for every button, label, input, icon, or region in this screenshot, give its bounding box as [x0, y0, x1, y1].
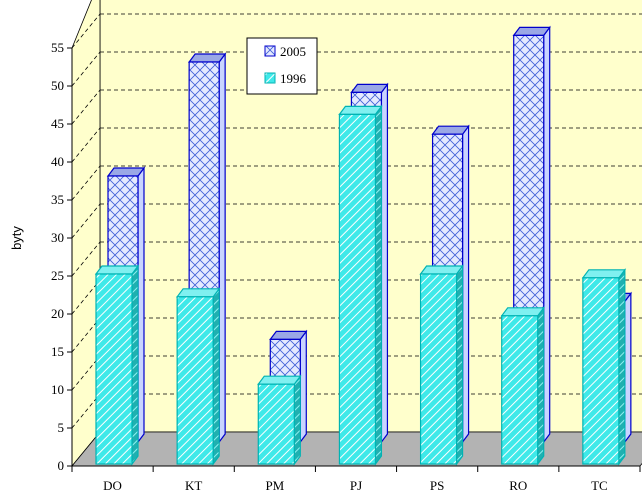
x-tick-label: RO [509, 478, 527, 493]
legend-label-2005: 2005 [280, 44, 306, 59]
y-axis-label: byty [9, 226, 24, 250]
y-tick-label: 25 [51, 268, 64, 283]
y-axis: 0 5 10 15 20 25 30 35 40 45 50 55 [51, 40, 72, 473]
x-tick-label: PM [265, 478, 284, 493]
y-tick-label: 55 [51, 40, 64, 55]
x-tick-label: DO [103, 478, 122, 493]
y-tick-label: 35 [51, 192, 64, 207]
y-tick-label: 20 [51, 306, 64, 321]
y-tick-label: 30 [51, 230, 64, 245]
legend: 2005 1996 [247, 38, 317, 94]
y-tick-label: 50 [51, 78, 64, 93]
x-tick-label: PS [430, 478, 444, 493]
bar-1996-TC [583, 270, 625, 464]
bar-1996-KT [177, 289, 219, 464]
legend-label-1996: 1996 [280, 71, 307, 86]
y-tick-label: 10 [51, 382, 64, 397]
y-tick-label: 15 [51, 344, 64, 359]
x-axis: DO KT PM PJ PS RO TC [72, 466, 640, 493]
legend-swatch-1996 [265, 73, 275, 83]
y-tick-label: 0 [58, 458, 65, 473]
y-tick-label: 5 [58, 420, 65, 435]
bar-1996-PM [258, 376, 300, 464]
bar-1996-PS [421, 266, 463, 464]
bar-1996-RO [502, 308, 544, 464]
y-tick-label: 40 [51, 154, 64, 169]
bar-1996-DO [96, 266, 138, 464]
x-tick-label: TC [591, 478, 608, 493]
legend-swatch-2005 [265, 46, 275, 56]
bar-1996-PJ [339, 106, 381, 464]
x-tick-label: PJ [350, 478, 362, 493]
x-tick-label: KT [185, 478, 202, 493]
y-tick-label: 45 [51, 116, 64, 131]
